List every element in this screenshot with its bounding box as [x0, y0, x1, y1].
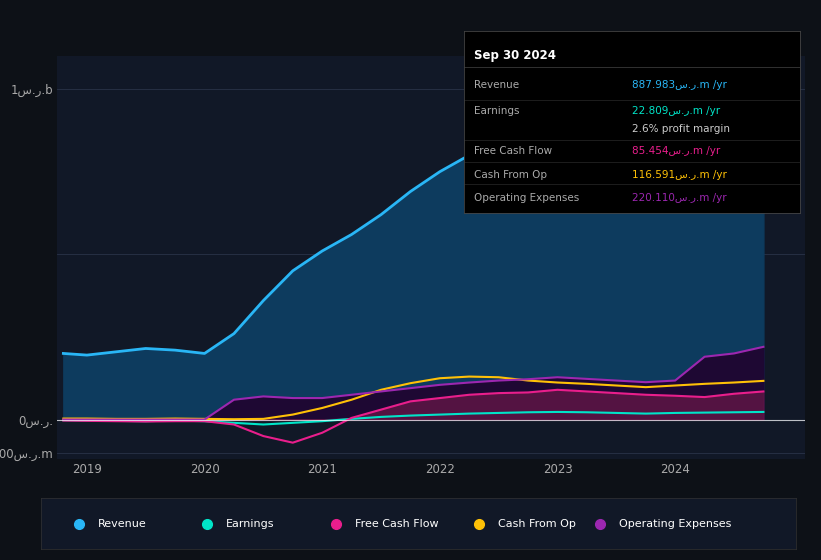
- Text: Earnings: Earnings: [226, 519, 274, 529]
- Text: 85.454س.ر.m /yr: 85.454س.ر.m /yr: [632, 146, 720, 156]
- Text: Revenue: Revenue: [98, 519, 146, 529]
- Text: Operating Expenses: Operating Expenses: [619, 519, 732, 529]
- Text: Cash From Op: Cash From Op: [474, 170, 547, 180]
- Text: 220.110س.ر.m /yr: 220.110س.ر.m /yr: [632, 193, 727, 203]
- Text: Cash From Op: Cash From Op: [498, 519, 576, 529]
- Text: Sep 30 2024: Sep 30 2024: [474, 49, 556, 62]
- Text: Free Cash Flow: Free Cash Flow: [474, 146, 552, 156]
- Text: 2.6% profit margin: 2.6% profit margin: [632, 124, 730, 134]
- Text: 116.591س.ر.m /yr: 116.591س.ر.m /yr: [632, 170, 727, 180]
- Text: Earnings: Earnings: [474, 106, 520, 116]
- Text: 22.809س.ر.m /yr: 22.809س.ر.m /yr: [632, 106, 720, 116]
- Text: Revenue: Revenue: [474, 81, 519, 90]
- Text: 887.983س.ر.m /yr: 887.983س.ر.m /yr: [632, 81, 727, 90]
- Text: Free Cash Flow: Free Cash Flow: [355, 519, 438, 529]
- Text: Operating Expenses: Operating Expenses: [474, 193, 579, 203]
